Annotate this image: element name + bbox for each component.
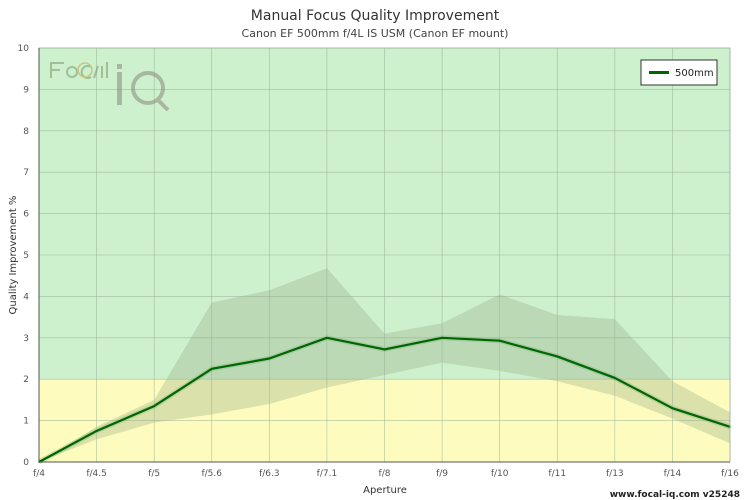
y-tick-label: 0 — [23, 458, 29, 468]
series-line-layer — [37, 335, 731, 465]
x-tick-label: f/11 — [548, 469, 566, 479]
x-tick-labels: f/4 f/4.5 f/5 f/5.6 f/6.3 f/7.1 f/8 f/9 f/10 f/11… — [33, 469, 739, 479]
data-point — [153, 405, 155, 407]
x-tick-label: f/4 — [33, 469, 45, 479]
y-tick-label: 3 — [23, 334, 29, 344]
data-point — [383, 348, 386, 351]
data-point — [498, 339, 501, 342]
x-axis-title: Aperture — [363, 485, 407, 496]
x-tick-label: f/10 — [491, 469, 509, 479]
x-tick-label: f/5.6 — [201, 469, 222, 479]
y-tick-label: 2 — [23, 375, 29, 385]
y-tick-labels: 0 1 2 3 4 5 6 7 8 9 10 — [18, 44, 30, 468]
chart-subtitle: Canon EF 500mm f/4L IS USM (Canon EF mou… — [242, 27, 509, 40]
legend: 500mm — [640, 59, 718, 86]
data-point — [268, 357, 271, 360]
y-tick-label: 1 — [23, 417, 29, 427]
x-tick-label: f/5 — [148, 469, 160, 479]
y-tick-label: 8 — [23, 127, 29, 137]
x-tick-label: f/8 — [379, 469, 391, 479]
focal-iq-logo — [50, 62, 170, 112]
data-point — [556, 355, 559, 358]
y-tick-label: 9 — [23, 85, 29, 95]
data-point — [671, 407, 674, 409]
data-point — [614, 377, 616, 379]
x-tick-label: f/14 — [664, 469, 682, 479]
range-band — [39, 268, 730, 462]
y-axis-title: Quality Improvement % — [8, 196, 19, 315]
data-point — [441, 337, 443, 339]
y-tick-label: 6 — [23, 210, 29, 220]
axes — [38, 47, 731, 463]
y-tick-label: 5 — [23, 251, 29, 261]
x-tick-label: f/4.5 — [86, 469, 107, 479]
data-point — [210, 368, 213, 370]
data-point — [95, 430, 98, 432]
chart-title: Manual Focus Quality Improvement — [251, 8, 500, 24]
x-tick-label: f/7.1 — [317, 469, 338, 479]
x-tick-label: f/6.3 — [259, 469, 280, 479]
y-tick-label: 4 — [23, 292, 29, 302]
watermark-footer: www.focal-iq.com v25248 — [610, 490, 740, 500]
x-tick-label: f/16 — [721, 469, 739, 479]
x-tick-label: f/9 — [436, 469, 448, 479]
y-tick-label: 10 — [18, 44, 30, 54]
series-range-band — [39, 268, 730, 462]
x-tick-label: f/13 — [606, 469, 624, 479]
data-point — [326, 337, 328, 339]
y-tick-label: 7 — [23, 168, 29, 178]
legend-label: 500mm — [675, 68, 714, 79]
